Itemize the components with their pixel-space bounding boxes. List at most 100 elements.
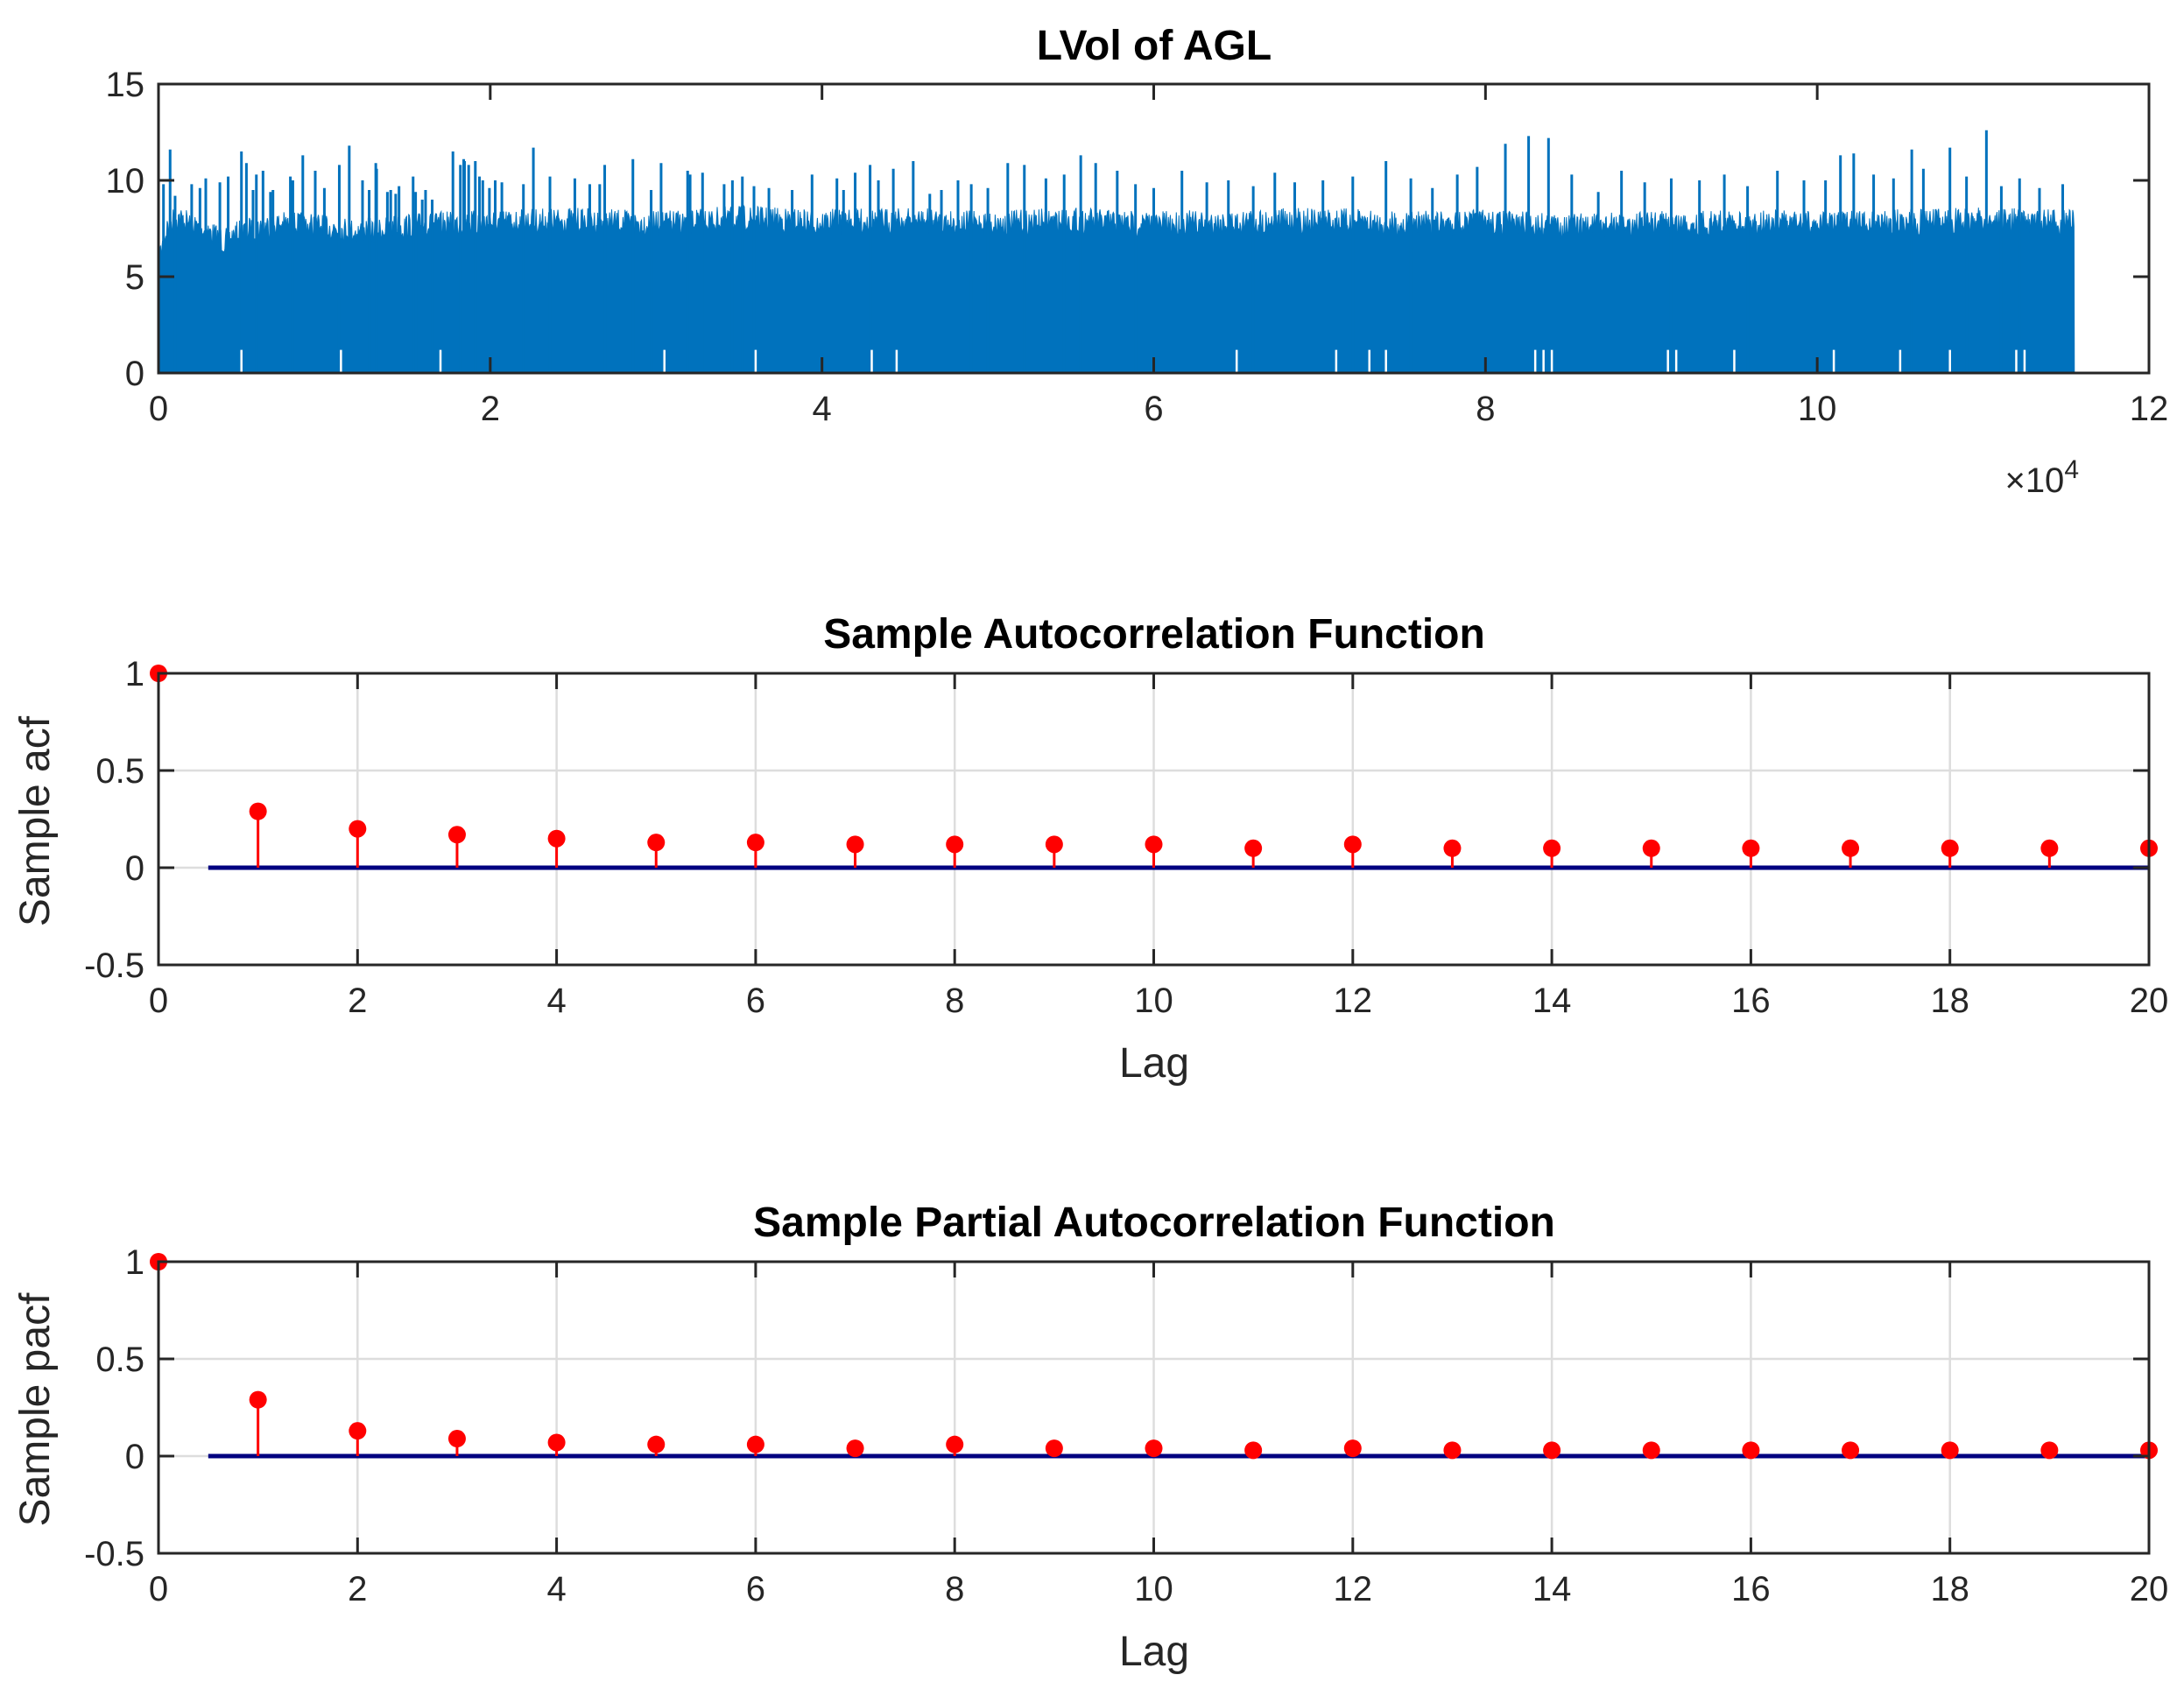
pacf-xtick-label: 2 (348, 1570, 367, 1608)
acf-axes: 0 2 4 6 8 10 12 14 16 18 20-0.500.51 (84, 655, 2168, 1020)
pacf-axes: 0 2 4 6 8 10 12 14 16 18 20-0.500.51 (84, 1243, 2168, 1608)
acf-stem-marker (1443, 839, 1462, 857)
acf-stem-marker (746, 834, 764, 852)
acf-stems (150, 665, 2158, 868)
lvol-ytick-label: 0 (125, 355, 144, 393)
acf-xtick-label: 10 (1134, 982, 1173, 1020)
lvol-ytick-label: 5 (125, 258, 144, 297)
lvol-ytick-label: 10 (106, 162, 145, 201)
acf-stem-marker (1543, 839, 1561, 857)
lvol-xtick-label: 8 (1476, 390, 1495, 428)
pacf-ytick-label: 1 (125, 1243, 144, 1282)
acf-stem-marker (1045, 835, 1063, 854)
acf-xtick-label: 2 (348, 982, 367, 1020)
pacf-stem-marker (2040, 1441, 2059, 1460)
acf-stem-marker (946, 835, 964, 854)
pacf-xtick-label: 18 (1930, 1570, 1969, 1608)
acf-xtick-label: 4 (546, 982, 566, 1020)
pacf-stem-marker (1045, 1439, 1063, 1458)
pacf-stem-marker (1543, 1441, 1561, 1460)
acf-ytick-label: 0 (125, 849, 144, 888)
acf-stem-marker (1642, 839, 1660, 857)
acf-stem-marker (1842, 839, 1860, 857)
acf-ytick-label: -0.5 (84, 947, 144, 985)
pacf-stem-marker (1842, 1441, 1860, 1460)
acf-stem-marker (647, 834, 666, 852)
pacf-stem-marker (249, 1390, 267, 1409)
acf-xtick-label: 14 (1532, 982, 1572, 1020)
acf-title: Sample Autocorrelation Function (823, 611, 1485, 658)
pacf-ytick-label: -0.5 (84, 1535, 144, 1573)
pacf-stem-marker (547, 1433, 566, 1452)
pacf-xlabel: Lag (1119, 1629, 1189, 1675)
acf-xtick-label: 8 (945, 982, 964, 1020)
acf-ytick-label: 1 (125, 655, 144, 693)
pacf-xtick-label: 0 (149, 1570, 168, 1608)
acf-xtick-label: 0 (149, 982, 168, 1020)
pacf-xtick-label: 14 (1532, 1570, 1572, 1608)
acf-stem-marker (846, 835, 864, 854)
acf-stem-marker (249, 802, 267, 820)
pacf-stem-marker (1742, 1441, 1760, 1460)
acf-xtick-label: 18 (1930, 982, 1969, 1020)
pacf-stem-marker (447, 1430, 466, 1448)
acf-grid (159, 673, 2149, 965)
pacf-title: Sample Partial Autocorrelation Function (753, 1200, 1555, 1246)
pacf-stem-marker (846, 1439, 864, 1458)
acf-ytick-label: 0.5 (95, 752, 144, 791)
lvol-xtick-label: 4 (813, 390, 832, 428)
pacf-stem-marker (946, 1435, 964, 1453)
pacf-grid (159, 1262, 2149, 1553)
lvol-xtick-label: 0 (149, 390, 168, 428)
acf-stem-marker (1145, 835, 1163, 854)
pacf-ytick-label: 0 (125, 1438, 144, 1476)
pacf-stem-marker (1941, 1441, 1959, 1460)
acf-xtick-label: 12 (1334, 982, 1373, 1020)
svg-text:×104: ×104 (2004, 455, 2079, 500)
pacf-xtick-label: 8 (945, 1570, 964, 1608)
pacf-xtick-label: 4 (546, 1570, 566, 1608)
acf-stem-marker (349, 820, 367, 838)
pacf-xtick-label: 10 (1134, 1570, 1173, 1608)
pacf-stem-marker (1642, 1441, 1660, 1460)
pacf-stem-marker (1145, 1439, 1163, 1458)
acf-xlabel: Lag (1119, 1040, 1189, 1087)
lvol-ytick-label: 15 (106, 66, 145, 104)
lvol-xtick-label: 12 (2130, 390, 2169, 428)
pacf-stem-marker (647, 1435, 666, 1453)
lvol-xtick-label: 2 (481, 390, 500, 428)
lvol-x-exponent-base: ×10 (2004, 461, 2064, 500)
pacf-stem-marker (1343, 1439, 1362, 1458)
pacf-stem-marker (1244, 1441, 1263, 1460)
pacf-ylabel: Sample pacf (12, 1292, 59, 1526)
pacf-stem-marker (1443, 1441, 1462, 1460)
acf-xtick-label: 6 (746, 982, 765, 1020)
acf-stem-marker (1742, 839, 1760, 857)
lvol-x-exponent: ×104 (2004, 455, 2079, 500)
lvol-xtick-label: 6 (1144, 390, 1163, 428)
acf-stem-marker (1343, 835, 1362, 854)
pacf-stem-marker (349, 1422, 367, 1440)
acf-xtick-label: 16 (1731, 982, 1771, 1020)
acf-stem-marker (447, 826, 466, 844)
pacf-stem-marker (746, 1435, 764, 1453)
pacf-xtick-label: 6 (746, 1570, 765, 1608)
pacf-panel: Sample Partial Autocorrelation Function … (12, 1200, 2168, 1675)
acf-stem-marker (1244, 839, 1263, 857)
pacf-xtick-label: 20 (2130, 1570, 2169, 1608)
lvol-series (158, 130, 2075, 374)
acf-panel: Sample Autocorrelation Function 0 2 4 6 8 10 1… (12, 611, 2168, 1087)
acf-stem-marker (2040, 839, 2059, 857)
acf-xtick-label: 20 (2130, 982, 2169, 1020)
acf-stem-marker (1941, 839, 1959, 857)
acf-stem-marker (547, 829, 566, 848)
lvol-axes: 0 2 4 6 8 10 12 0 5 10 15 (106, 66, 2169, 428)
lvol-x-exponent-power: 4 (2064, 455, 2079, 484)
lvol-title: LVol of AGL (1037, 23, 1272, 69)
lvol-xtick-label: 10 (1798, 390, 1837, 428)
pacf-xtick-label: 12 (1334, 1570, 1373, 1608)
acf-ylabel: Sample acf (12, 715, 59, 926)
pacf-ytick-label: 0.5 (95, 1341, 144, 1379)
